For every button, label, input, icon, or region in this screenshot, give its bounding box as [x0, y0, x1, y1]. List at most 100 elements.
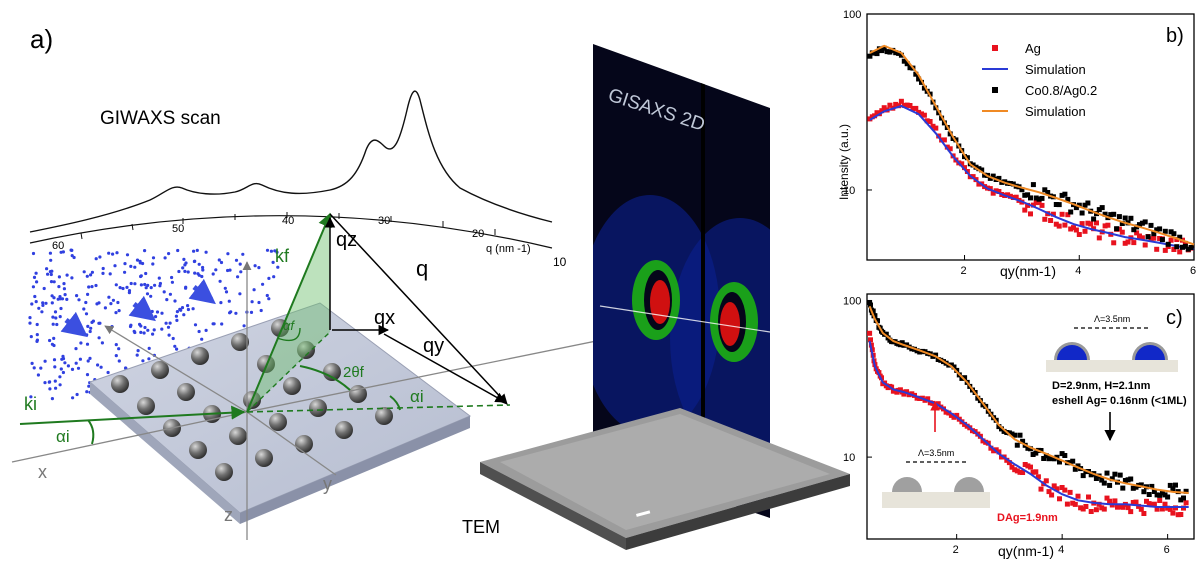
data-point [1068, 209, 1074, 215]
data-point [893, 101, 899, 107]
data-point [1177, 249, 1183, 255]
cloud-dot [52, 296, 56, 300]
cloud-dot [211, 272, 215, 276]
ag-particle-left [892, 477, 922, 492]
cloud-dot [226, 268, 230, 273]
panel-b-legend: Ag Simulation Co0.8/Ag0.2 Simulation [982, 41, 1097, 119]
data-point [1104, 495, 1110, 501]
cloud-dot [173, 299, 177, 303]
cloud-dot [114, 343, 118, 347]
cloud-dot [183, 269, 187, 273]
data-point [930, 353, 936, 359]
q-tick-10: 10 [553, 255, 567, 269]
data-point [1009, 464, 1015, 470]
data-point [1131, 227, 1137, 233]
alpha-i-label-right: αi [410, 387, 424, 406]
data-point [933, 125, 939, 131]
cloud-dot [35, 280, 39, 284]
panel-b-ylabel: Intensity (a.u.) [837, 124, 851, 200]
data-point [1004, 457, 1010, 463]
data-point [1115, 504, 1120, 510]
data-point [1036, 199, 1042, 205]
nanoparticle [231, 333, 249, 351]
nanoparticle [229, 427, 247, 445]
cloud-dot [193, 271, 197, 275]
cloud-dot [166, 325, 171, 329]
data-point [1183, 500, 1189, 506]
alpha-f-label: αf [283, 318, 295, 333]
cloud-dot [87, 384, 91, 388]
nanoparticle [189, 441, 207, 459]
panel-b-label: b) [1166, 25, 1184, 47]
sim-line [868, 340, 1189, 508]
data-point [1185, 246, 1191, 252]
cloud-dot [236, 275, 240, 279]
data-point [1030, 182, 1036, 188]
data-point [1009, 431, 1015, 437]
blue-arrow-1 [60, 311, 88, 338]
kf-projection-line [246, 331, 331, 413]
legend-marker-coag [992, 87, 998, 93]
nanoparticle [257, 355, 275, 373]
cloud-dot [234, 311, 238, 315]
cloud-dot [261, 282, 265, 286]
cloud-dot [53, 379, 57, 383]
cloud-dot [127, 289, 132, 293]
data-point [996, 175, 1002, 181]
ag-particle-right [954, 477, 984, 492]
cloud-dot [154, 315, 158, 319]
coag-dims-label: D=2.9nm, H=2.1nm [1052, 380, 1151, 392]
data-point [1030, 469, 1036, 475]
data-point [1075, 493, 1081, 499]
data-point [870, 308, 876, 314]
data-point [1139, 220, 1145, 226]
cloud-dot [28, 316, 32, 320]
data-point [1188, 245, 1194, 250]
cloud-dot [114, 311, 118, 315]
data-point [1072, 466, 1078, 472]
coag-core-right [1135, 345, 1165, 360]
data-point [1120, 485, 1126, 491]
sim-line [869, 104, 1195, 251]
data-point [887, 102, 893, 108]
cloud-dot [257, 300, 261, 305]
data-point [1101, 480, 1107, 486]
cloud-dot [133, 265, 137, 269]
data-point [1014, 442, 1020, 448]
data-point [1142, 242, 1148, 248]
data-point [1096, 207, 1102, 213]
cloud-dot [171, 336, 175, 341]
cloud-dot [78, 357, 82, 361]
panel-a-label: a) [30, 24, 53, 54]
cloud-dot [150, 309, 154, 314]
two-theta-label: 2θf [343, 364, 365, 381]
data-point [999, 426, 1004, 432]
data-point [1049, 492, 1055, 498]
data-point [1033, 450, 1039, 456]
data-point [1051, 483, 1057, 489]
nanoparticle [151, 361, 169, 379]
data-point [1043, 453, 1049, 459]
data-point [954, 412, 960, 418]
cloud-dot [226, 252, 230, 256]
data-point [1046, 489, 1052, 495]
panel-b-xlabel: qy(nm-1) [1000, 263, 1056, 279]
data-point [964, 155, 970, 161]
data-point [1057, 459, 1062, 465]
data-point [904, 389, 910, 395]
nanoparticle [215, 463, 233, 481]
cloud-dot [147, 357, 151, 361]
blue-arrow-2 [128, 295, 156, 322]
cloud-dot [175, 347, 179, 351]
data-point [913, 71, 919, 77]
data-point [1079, 210, 1085, 216]
data-point [1017, 469, 1023, 475]
data-point [1183, 488, 1189, 494]
data-point [1028, 464, 1033, 470]
cloud-dot [49, 272, 53, 277]
data-point [930, 123, 936, 129]
data-point [1151, 489, 1157, 494]
cloud-dot [151, 332, 155, 336]
data-point [1028, 446, 1033, 452]
cloud-dot [65, 297, 69, 301]
